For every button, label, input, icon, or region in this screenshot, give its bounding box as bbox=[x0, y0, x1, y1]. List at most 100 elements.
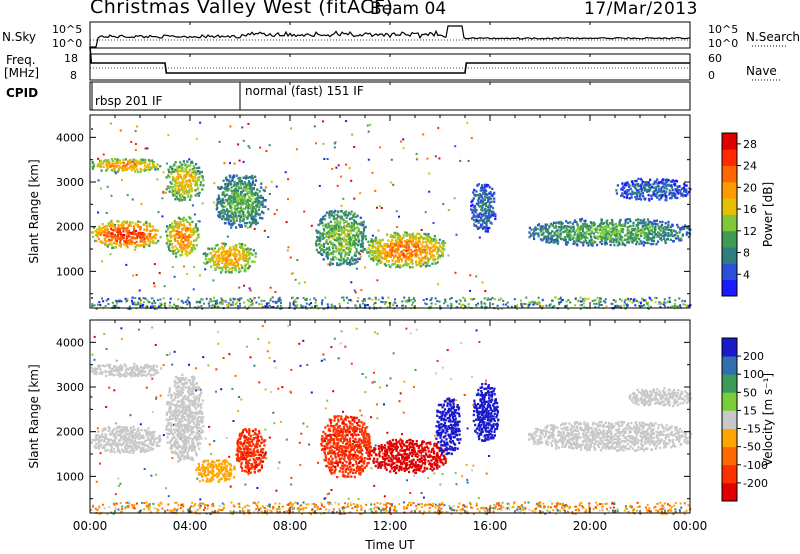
echo-cell bbox=[484, 230, 487, 233]
ground-scatter-cell bbox=[232, 504, 235, 507]
echo-cell bbox=[592, 242, 595, 245]
ground-scatter-cell bbox=[138, 297, 141, 300]
ground-scatter-cell bbox=[278, 502, 281, 505]
echo-cell bbox=[238, 256, 241, 260]
ground-scatter-cell bbox=[625, 507, 628, 510]
echo-cell bbox=[580, 217, 584, 221]
echo-cell bbox=[650, 194, 653, 197]
echo-cell bbox=[475, 194, 478, 197]
echo-cell bbox=[230, 261, 233, 264]
echo-cell bbox=[358, 239, 361, 243]
echo-cell bbox=[642, 222, 645, 225]
ground-scatter-cell bbox=[649, 510, 652, 513]
ground-scatter-cell bbox=[588, 505, 591, 508]
echo-cell bbox=[133, 242, 136, 245]
echo-cell bbox=[344, 243, 348, 246]
echo-cell bbox=[99, 165, 103, 169]
echo-cell bbox=[233, 221, 236, 225]
echo-cell bbox=[222, 242, 226, 245]
ground-scatter-cell bbox=[91, 297, 93, 299]
ground-scatter-cell bbox=[483, 508, 486, 511]
echo-cell bbox=[339, 253, 342, 256]
echo-cell bbox=[95, 233, 98, 237]
echo-cell bbox=[244, 176, 247, 180]
echo-cell bbox=[127, 242, 130, 245]
echo-cell bbox=[188, 215, 191, 219]
scatter-cell bbox=[120, 178, 123, 181]
echo-cell bbox=[219, 266, 222, 270]
echo-cell bbox=[569, 221, 572, 224]
echo-cell bbox=[254, 215, 257, 218]
echo-cell bbox=[427, 235, 430, 239]
echo-cell bbox=[190, 230, 193, 234]
ground-scatter-cell bbox=[403, 507, 406, 510]
echo-cell bbox=[99, 164, 102, 167]
echo-cell bbox=[255, 196, 258, 200]
ground-scatter-cell bbox=[552, 305, 555, 308]
echo-cell bbox=[670, 196, 673, 200]
echo-cell bbox=[187, 164, 190, 167]
echo-cell bbox=[489, 191, 492, 194]
echo-cell bbox=[198, 166, 201, 169]
ground-scatter-cell bbox=[315, 504, 317, 507]
echo-cell bbox=[354, 258, 357, 261]
ground-scatter-cell bbox=[224, 299, 226, 302]
echo-cell bbox=[186, 220, 189, 224]
echo-cell bbox=[159, 236, 162, 239]
echo-cell bbox=[480, 194, 483, 197]
echo-cell bbox=[107, 164, 110, 167]
ground-scatter-cell bbox=[548, 511, 551, 514]
ground-scatter-cell bbox=[471, 506, 474, 509]
echo-cell bbox=[366, 251, 369, 254]
echo-cell bbox=[551, 230, 554, 233]
echo-cell bbox=[143, 233, 147, 236]
echo-cell bbox=[662, 189, 666, 192]
echo-cell bbox=[242, 176, 245, 179]
echo-cell bbox=[153, 233, 157, 236]
echo-cell bbox=[484, 193, 488, 196]
ground-scatter-cell bbox=[408, 300, 411, 303]
echo-cell bbox=[666, 228, 669, 231]
ground-scatter-cell bbox=[359, 306, 362, 309]
ground-scatter-cell bbox=[555, 506, 558, 509]
echo-cell bbox=[670, 180, 673, 184]
echo-cell bbox=[201, 175, 204, 178]
echo-cell bbox=[485, 202, 488, 205]
echo-cell bbox=[406, 234, 409, 237]
echo-cell bbox=[148, 166, 151, 169]
echo-cell bbox=[470, 200, 473, 204]
echo-cell bbox=[638, 237, 641, 241]
ground-scatter-cell bbox=[210, 504, 213, 507]
echo-cell bbox=[143, 169, 146, 172]
echo-cell bbox=[135, 161, 139, 165]
echo-cell bbox=[193, 166, 196, 169]
echo-cell bbox=[220, 253, 223, 256]
ground-scatter-cell bbox=[246, 307, 249, 310]
echo-cell bbox=[544, 227, 547, 230]
echo-cell bbox=[251, 180, 255, 183]
echo-cell bbox=[647, 220, 650, 224]
echo-cell bbox=[135, 236, 138, 240]
echo-cell bbox=[406, 262, 409, 265]
echo-cell bbox=[427, 238, 430, 242]
echo-cell bbox=[186, 227, 189, 230]
scatter-cell bbox=[161, 197, 164, 200]
echo-cell bbox=[660, 197, 663, 200]
echo-cell bbox=[667, 231, 670, 235]
echo-cell bbox=[131, 232, 134, 235]
scatter-cell bbox=[268, 144, 271, 147]
ground-scatter-cell bbox=[247, 509, 250, 512]
echo-cell bbox=[183, 223, 186, 226]
scatter-cell bbox=[466, 121, 469, 124]
scatter-cell bbox=[140, 203, 143, 206]
echo-cell bbox=[244, 198, 247, 201]
echo-cell bbox=[148, 229, 151, 233]
echo-cell bbox=[374, 254, 377, 258]
echo-cell bbox=[182, 246, 185, 249]
echo-cell bbox=[253, 220, 256, 223]
ground-scatter-cell bbox=[425, 503, 428, 506]
ground-scatter-cell bbox=[385, 502, 388, 505]
ground-scatter-cell bbox=[585, 510, 588, 513]
echo-cell bbox=[619, 235, 622, 238]
ground-scatter-cell bbox=[436, 505, 439, 507]
